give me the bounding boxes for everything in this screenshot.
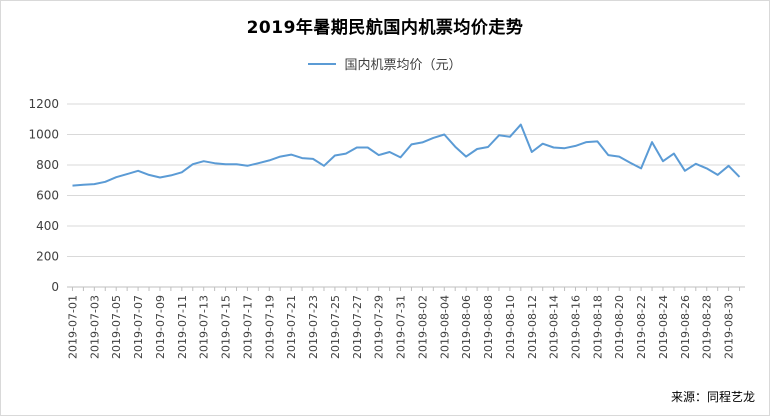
x-tick-label: 2019-08-10 — [504, 295, 517, 359]
x-tick-label: 2019-08-06 — [460, 295, 473, 359]
x-tick-label: 2019-07-23 — [307, 295, 320, 359]
x-tick-label: 2019-07-31 — [395, 295, 408, 359]
x-tick-label: 2019-08-22 — [635, 295, 648, 359]
x-tick-label: 2019-08-18 — [591, 295, 604, 359]
x-tick-label: 2019-08-08 — [482, 295, 495, 359]
legend-line-marker — [308, 62, 337, 65]
x-tick-label: 2019-07-09 — [154, 295, 167, 359]
x-tick-label: 2019-07-25 — [329, 295, 342, 359]
x-tick-label: 2019-07-13 — [198, 295, 211, 359]
x-tick-label: 2019-08-26 — [679, 295, 692, 359]
source-note: 来源：同程艺龙 — [670, 390, 755, 404]
x-tick-label: 2019-07-03 — [88, 295, 101, 359]
series-line — [72, 123, 741, 187]
y-tick-label: 1000 — [28, 128, 59, 142]
x-tick-label: 2019-07-29 — [373, 295, 386, 359]
chart-title: 2019年暑期民航国内机票均价走势 — [246, 18, 524, 38]
x-tick-label: 2019-07-11 — [176, 295, 189, 359]
x-tick-label: 2019-08-02 — [416, 295, 429, 359]
x-tick-label: 2019-07-07 — [132, 295, 145, 359]
x-tick-label: 2019-07-19 — [263, 295, 276, 359]
x-tick-label: 2019-07-21 — [285, 295, 298, 359]
y-tick-label: 400 — [36, 219, 59, 233]
x-tick-label: 2019-07-17 — [241, 295, 254, 359]
y-tick-label: 600 — [36, 189, 59, 203]
x-tick-label: 2019-08-16 — [570, 295, 583, 359]
x-tick-label: 2019-08-28 — [701, 295, 714, 359]
y-tick-label: 800 — [36, 158, 59, 172]
x-tick-label: 2019-07-01 — [66, 295, 79, 359]
legend-label: 国内机票均价（元） — [344, 58, 462, 73]
y-tick-label: 200 — [36, 250, 59, 264]
y-tick-label: 1200 — [28, 97, 59, 111]
x-tick-label: 2019-07-15 — [220, 295, 233, 359]
x-tick-label: 2019-08-14 — [548, 295, 561, 359]
x-tick-label: 2019-08-30 — [723, 295, 736, 359]
x-tick-label: 2019-08-04 — [438, 295, 451, 359]
x-tick-label: 2019-07-05 — [110, 295, 123, 359]
x-tick-label: 2019-08-12 — [526, 295, 539, 359]
x-tick-label: 2019-08-24 — [657, 295, 670, 359]
y-tick-label: 0 — [51, 280, 59, 294]
chart-legend: 国内机票均价（元） — [1, 54, 769, 73]
x-tick-label: 2019-08-20 — [613, 295, 626, 359]
x-tick-label: 2019-07-27 — [351, 295, 364, 359]
